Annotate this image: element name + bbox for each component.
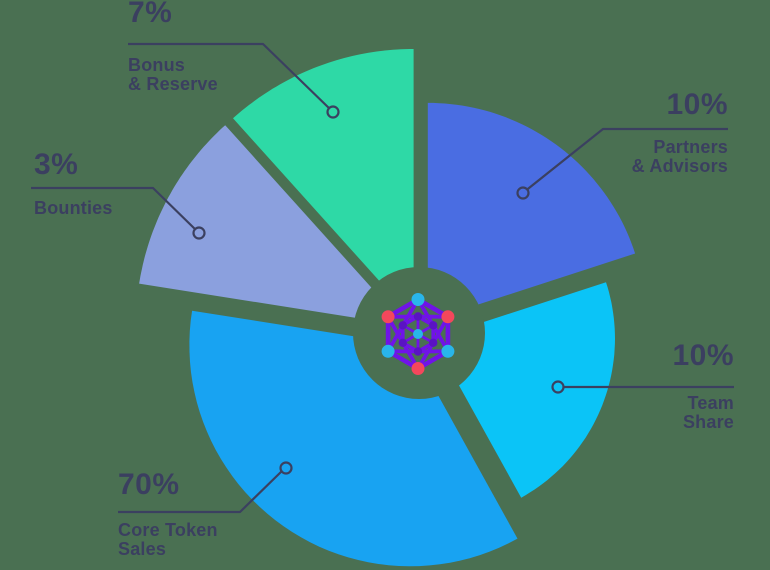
logo-outer-node [411, 362, 425, 375]
category-label-line: Share [682, 412, 734, 432]
leader-dot-partners-advisors [516, 186, 530, 200]
category-label: Bonus & Reserve [128, 56, 218, 94]
leader-line-partners-advisors [523, 127, 728, 193]
leader-dot-team-share [551, 380, 565, 394]
leader-line-bonus-reserve [128, 42, 333, 112]
percent-label: 7% [128, 0, 173, 29]
logo-outer-node [381, 310, 395, 324]
category-label-line: Sales [118, 539, 167, 559]
category-label-line: Core Token [118, 520, 218, 540]
logo-outer-node [441, 310, 455, 324]
leader-dot-core-token-sales [279, 461, 293, 475]
category-label-line: & Advisors [631, 156, 728, 176]
leader-line-core-token-sales [118, 468, 285, 514]
category-label-line: Bonus [128, 55, 185, 75]
leader-dot-bounties [192, 226, 206, 240]
category-label-line: Team [687, 393, 734, 413]
logo-inner-node [398, 338, 407, 347]
logo-outer-node [441, 344, 455, 358]
pie-slice-bounties [139, 125, 406, 326]
logo-center-node [413, 329, 423, 339]
logo-outer-node [411, 293, 425, 306]
category-label-line: Partners [653, 137, 728, 157]
percent-label: 70% [118, 468, 180, 501]
category-label-line: Bounties [34, 198, 113, 218]
leader-dot-bonus-reserve [326, 105, 340, 119]
pie-slice-partners-advisors [427, 102, 636, 321]
percent-label: 3% [34, 148, 79, 181]
logo-inner-node [429, 338, 438, 347]
logo-inner-node [398, 321, 407, 330]
category-label: Team Share [683, 394, 734, 432]
category-label: Bounties [34, 199, 113, 218]
pie-slice-bonus-reserve [233, 49, 414, 319]
percent-label: 10% [666, 88, 728, 121]
logo-inner-node [413, 347, 423, 356]
category-label: Core Token Sales [118, 521, 218, 559]
logo-inner-node [429, 321, 438, 330]
logo-inner-node [413, 312, 423, 321]
pie-slice-core-token-sales [189, 310, 518, 567]
logo-outer-node [381, 344, 395, 358]
leader-line-bounties [31, 186, 199, 233]
category-label-line: & Reserve [128, 74, 218, 94]
percent-label: 10% [672, 339, 734, 372]
category-label: Partners & Advisors [632, 138, 728, 176]
